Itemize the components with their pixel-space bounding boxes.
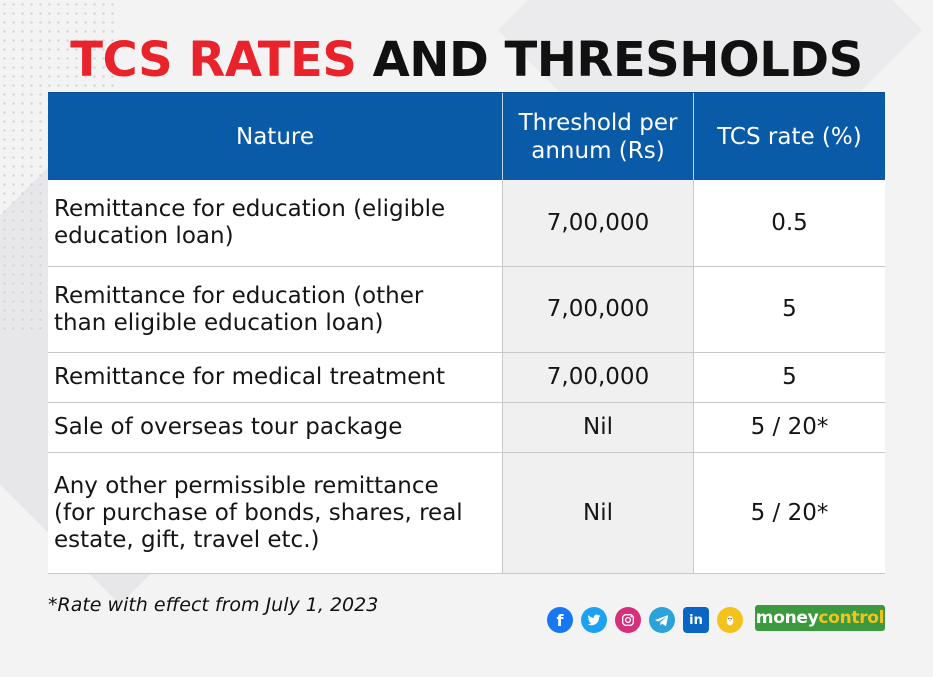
koo-icon[interactable] [717,607,743,633]
table-row: Any other permissible remittance (for pu… [48,453,885,574]
cell-rate: 5 [693,267,885,352]
cell-nature: Sale of overseas tour package [54,414,403,440]
brand-part-1: money [755,608,819,628]
facebook-icon[interactable]: f [547,607,573,633]
cell-nature: Any other permissible remittance (for pu… [54,472,463,553]
tcs-table: Nature Threshold per annum (Rs) TCS rate… [48,92,885,574]
table-row: Remittance for medical treatment 7,00,00… [48,353,885,403]
cell-threshold: 7,00,000 [502,267,693,352]
social-icons: f in [547,607,743,633]
title-highlight: TCS RATES [70,32,357,88]
cell-rate: 5 [693,353,885,402]
cell-nature: Remittance for medical treatment [54,364,446,390]
cell-rate: 0.5 [693,180,885,266]
cell-nature: Remittance for education (other than eli… [54,282,424,336]
table-header: Nature Threshold per annum (Rs) TCS rate… [48,92,885,180]
linkedin-icon[interactable]: in [683,607,709,633]
table-row: Remittance for education (eligible educa… [48,180,885,267]
twitter-icon[interactable] [581,607,607,633]
cell-threshold: 7,00,000 [502,353,693,402]
header-nature: Nature [236,123,314,150]
title-rest: AND THRESHOLDS [372,32,864,88]
cell-rate: 5 / 20* [693,453,885,573]
header-threshold: Threshold per annum (Rs) [502,93,693,180]
footnote: *Rate with effect from July 1, 2023 [48,594,379,616]
cell-threshold: Nil [502,403,693,452]
cell-threshold: 7,00,000 [502,180,693,266]
table-row: Sale of overseas tour package Nil 5 / 20… [48,403,885,453]
instagram-icon[interactable] [615,607,641,633]
cell-nature: Remittance for education (eligible educa… [54,196,446,249]
telegram-icon[interactable] [649,607,675,633]
cell-threshold: Nil [502,453,693,573]
cell-rate: 5 / 20* [693,403,885,452]
table-row: Remittance for education (other than eli… [48,267,885,353]
brand-part-2: control [818,608,885,628]
moneycontrol-logo: money control [755,605,885,631]
page-title: TCS RATES AND THRESHOLDS [0,28,933,92]
header-rate: TCS rate (%) [693,93,885,180]
